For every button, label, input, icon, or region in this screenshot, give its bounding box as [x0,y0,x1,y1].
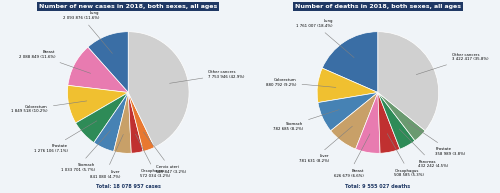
Text: Stomach
782 685 (8.2%): Stomach 782 685 (8.2%) [273,110,339,130]
Wedge shape [128,92,143,153]
Text: Other cancers
7 753 946 (42.9%): Other cancers 7 753 946 (42.9%) [170,70,245,83]
Wedge shape [128,92,154,152]
Text: Breast
626 679 (6.6%): Breast 626 679 (6.6%) [334,134,370,178]
Wedge shape [378,92,415,149]
Text: Colorectum
1 849 518 (10.2%): Colorectum 1 849 518 (10.2%) [12,101,87,113]
Wedge shape [68,47,128,92]
Wedge shape [378,32,438,131]
Wedge shape [317,68,378,102]
Wedge shape [68,85,128,123]
Text: Liver
781 631 (8.2%): Liver 781 631 (8.2%) [299,126,352,163]
Text: Oesophagus
572 034 (3.2%): Oesophagus 572 034 (3.2%) [136,134,171,178]
Wedge shape [88,32,128,92]
Text: Stomach
1 033 701 (5.7%): Stomach 1 033 701 (5.7%) [60,131,110,172]
Text: Pancreas
432 242 (4.5%): Pancreas 432 242 (4.5%) [399,129,448,168]
Wedge shape [128,32,189,147]
Text: Prostate
1 276 106 (7.1%): Prostate 1 276 106 (7.1%) [34,121,97,153]
Text: Colorectum
880 792 (9.2%): Colorectum 880 792 (9.2%) [266,78,336,87]
Text: Total: 9 555 027 deaths: Total: 9 555 027 deaths [346,184,410,189]
Wedge shape [114,92,132,153]
Text: Other cancers
3 422 417 (35.8%): Other cancers 3 422 417 (35.8%) [416,53,488,75]
Title: Number of new cases in 2018, both sexes, all ages: Number of new cases in 2018, both sexes,… [39,4,218,9]
Wedge shape [76,92,128,143]
Text: Lung
1 761 007 (18.4%): Lung 1 761 007 (18.4%) [296,19,354,58]
Wedge shape [322,32,378,92]
Text: Oesophagus
508 585 (5.3%): Oesophagus 508 585 (5.3%) [388,134,424,177]
Text: Total: 18 078 957 cases: Total: 18 078 957 cases [96,184,160,189]
Wedge shape [318,92,378,131]
Wedge shape [378,92,400,153]
Wedge shape [378,92,425,141]
Title: Number of deaths in 2018, both sexes, all ages: Number of deaths in 2018, both sexes, al… [295,4,461,9]
Text: Liver
841 080 (4.7%): Liver 841 080 (4.7%) [90,134,124,179]
Wedge shape [330,92,378,149]
Text: Lung
2 093 876 (11.6%): Lung 2 093 876 (11.6%) [62,12,112,53]
Text: Breast
2 088 849 (11.6%): Breast 2 088 849 (11.6%) [19,50,90,73]
Wedge shape [356,92,380,153]
Text: Prostate
358 989 (3.8%): Prostate 358 989 (3.8%) [408,122,466,156]
Text: Cervix uteri
569 847 (3.2%): Cervix uteri 569 847 (3.2%) [144,132,186,174]
Wedge shape [94,92,128,152]
